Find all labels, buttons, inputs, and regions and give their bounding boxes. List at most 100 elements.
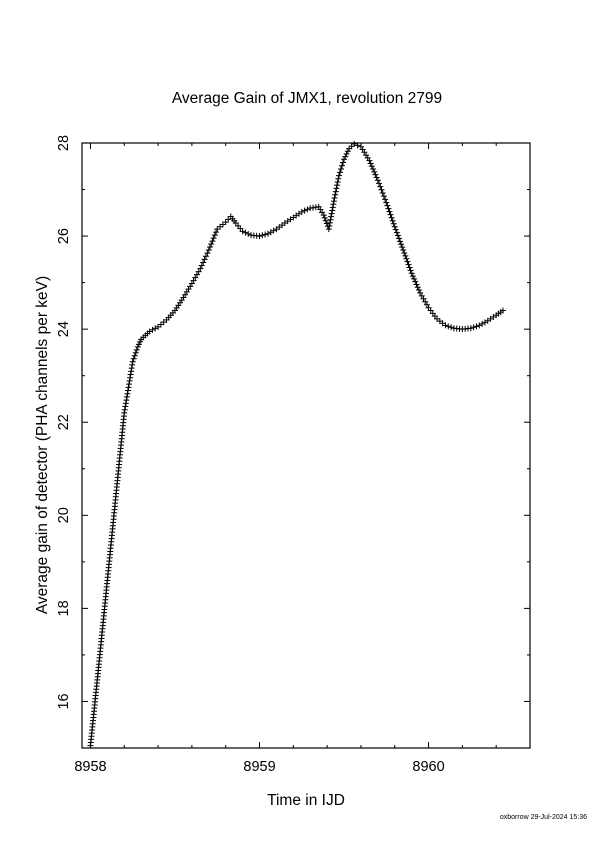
- data-point: [351, 140, 358, 147]
- data-point: [123, 397, 130, 404]
- data-point: [377, 183, 384, 190]
- y-tick-label: 24: [56, 321, 72, 337]
- data-point: [398, 241, 405, 248]
- data-point: [402, 252, 409, 259]
- data-point: [368, 163, 375, 170]
- data-point: [406, 264, 413, 271]
- data-point: [401, 249, 408, 256]
- data-point: [380, 193, 387, 200]
- data-point: [225, 216, 232, 223]
- x-axis: 8958 8959 8960: [74, 143, 497, 775]
- data-point: [385, 205, 392, 212]
- data-point: [371, 168, 378, 175]
- data-point: [262, 231, 269, 238]
- y-tick-label: 22: [56, 414, 72, 430]
- data-point: [125, 384, 132, 391]
- data-point: [405, 261, 412, 268]
- data-point: [332, 188, 339, 195]
- data-series: [87, 140, 506, 749]
- data-point: [341, 156, 348, 163]
- data-point: [370, 166, 377, 173]
- data-point: [131, 352, 138, 359]
- data-point: [133, 346, 140, 353]
- data-point: [129, 358, 136, 365]
- data-point: [387, 211, 394, 218]
- data-point: [207, 244, 213, 251]
- data-point: [211, 232, 218, 239]
- data-point: [267, 229, 274, 236]
- data-point: [414, 284, 421, 291]
- data-point: [386, 208, 393, 215]
- data-point: [201, 256, 208, 263]
- data-point: [388, 214, 395, 221]
- data-point: [399, 244, 406, 251]
- y-tick-label: 20: [56, 507, 72, 523]
- data-point: [121, 406, 128, 413]
- y-tick-label: 26: [56, 228, 72, 244]
- data-point: [392, 226, 399, 233]
- data-point: [123, 393, 130, 400]
- data-point: [413, 281, 420, 288]
- y-axis-label: Average gain of detector (PHA channels p…: [34, 276, 51, 614]
- data-point: [407, 267, 414, 274]
- data-point: [372, 171, 379, 178]
- data-point: [130, 355, 137, 362]
- y-tick-label: 16: [56, 693, 72, 709]
- data-point: [329, 207, 336, 214]
- data-point: [124, 390, 131, 397]
- data-point: [342, 153, 349, 160]
- data-point: [128, 365, 135, 372]
- data-point: [245, 230, 252, 237]
- data-point: [322, 217, 329, 224]
- data-point: [442, 322, 449, 329]
- data-point: [301, 207, 308, 214]
- data-point: [389, 217, 396, 224]
- data-point: [132, 349, 139, 356]
- data-point: [481, 319, 488, 326]
- data-point: [331, 194, 338, 201]
- x-tick-label: 8959: [243, 759, 275, 775]
- data-point: [400, 247, 407, 254]
- data-point: [404, 258, 411, 265]
- data-point: [390, 220, 397, 227]
- data-point: [448, 324, 455, 331]
- data-point: [467, 325, 474, 332]
- data-point: [476, 322, 483, 329]
- data-point: [152, 325, 159, 332]
- data-point: [330, 198, 337, 205]
- data-point: [209, 238, 216, 245]
- plot-frame: [81, 142, 531, 749]
- data-point: [366, 157, 373, 164]
- data-point: [344, 148, 351, 155]
- data-point: [204, 250, 211, 257]
- data-point: [334, 178, 341, 185]
- data-point: [329, 204, 336, 211]
- data-point: [126, 377, 133, 384]
- data-point: [333, 185, 340, 192]
- data-point: [328, 210, 335, 217]
- data-point: [367, 160, 374, 167]
- data-point: [326, 219, 333, 226]
- data-point: [332, 191, 339, 198]
- data-point: [222, 219, 229, 226]
- data-point: [335, 175, 342, 182]
- data-point: [379, 189, 386, 196]
- data-point: [334, 182, 341, 189]
- data-point: [325, 226, 332, 233]
- data-point: [394, 232, 401, 239]
- data-point: [391, 223, 398, 230]
- data-point: [340, 159, 347, 166]
- data-point: [264, 230, 271, 237]
- data-point: [126, 381, 133, 388]
- data-point: [376, 180, 383, 187]
- chart-title: Average Gain of JMX1, revolution 2799: [172, 90, 442, 107]
- data-point: [412, 278, 419, 285]
- data-point: [122, 400, 129, 407]
- data-point: [499, 307, 506, 314]
- data-point: [197, 265, 204, 272]
- data-point: [270, 227, 277, 234]
- data-point: [213, 229, 220, 236]
- data-point: [378, 186, 385, 193]
- data-point: [445, 323, 452, 330]
